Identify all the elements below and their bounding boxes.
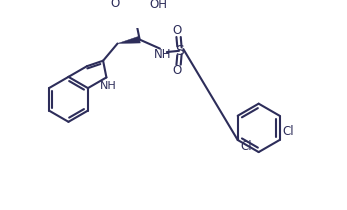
Text: S: S: [175, 44, 183, 58]
Text: O: O: [173, 24, 182, 37]
Text: NH: NH: [154, 48, 171, 61]
Polygon shape: [118, 36, 140, 43]
Text: OH: OH: [149, 0, 167, 11]
Text: O: O: [110, 0, 120, 10]
Text: Cl: Cl: [241, 139, 252, 152]
Text: Cl: Cl: [282, 125, 294, 138]
Text: O: O: [173, 64, 182, 77]
Text: NH: NH: [100, 81, 117, 91]
